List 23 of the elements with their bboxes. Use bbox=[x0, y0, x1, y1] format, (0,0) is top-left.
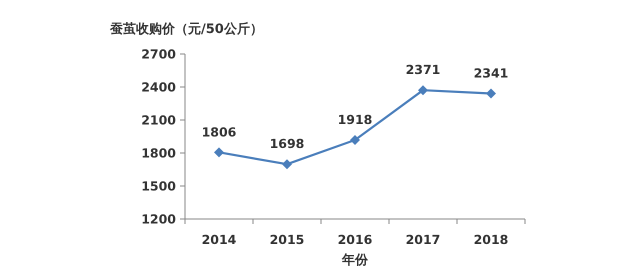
y-tick-label: 2100 bbox=[141, 112, 176, 128]
y-axis-title: 蚕茧收购价（元/50公斤） bbox=[109, 21, 263, 37]
x-tick-label: 2016 bbox=[338, 232, 373, 247]
y-tick-label: 1500 bbox=[141, 178, 176, 194]
point bbox=[418, 85, 428, 96]
point bbox=[282, 159, 292, 170]
point bbox=[486, 88, 496, 98]
data-label: 1918 bbox=[338, 112, 372, 128]
x-tick-label: 2015 bbox=[270, 232, 304, 247]
x-axis-title: 年份 bbox=[341, 253, 369, 268]
point bbox=[214, 147, 224, 158]
data-label: 1806 bbox=[202, 124, 237, 140]
x-tick-label: 2014 bbox=[202, 232, 237, 247]
y-tick-label: 1200 bbox=[141, 212, 176, 226]
y-tick-label: 1800 bbox=[141, 146, 176, 160]
data-label: 2341 bbox=[474, 65, 508, 80]
x-tick-label: 2018 bbox=[474, 232, 508, 247]
y-tick-label: 2400 bbox=[141, 80, 176, 94]
y-tick-label: 2700 bbox=[141, 46, 176, 62]
data-label: 1698 bbox=[270, 136, 304, 152]
x-tick-label: 2017 bbox=[406, 232, 440, 247]
data-label: 2371 bbox=[406, 62, 440, 78]
point bbox=[350, 135, 360, 146]
